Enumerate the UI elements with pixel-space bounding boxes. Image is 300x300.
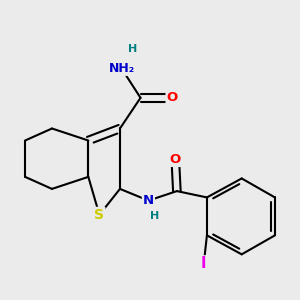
Text: H: H	[150, 212, 159, 221]
Text: H: H	[128, 44, 137, 54]
Text: O: O	[170, 153, 181, 166]
Text: I: I	[201, 256, 206, 271]
Text: N: N	[143, 194, 154, 207]
Text: O: O	[167, 91, 178, 104]
Text: S: S	[94, 208, 104, 222]
Text: NH₂: NH₂	[109, 62, 135, 75]
